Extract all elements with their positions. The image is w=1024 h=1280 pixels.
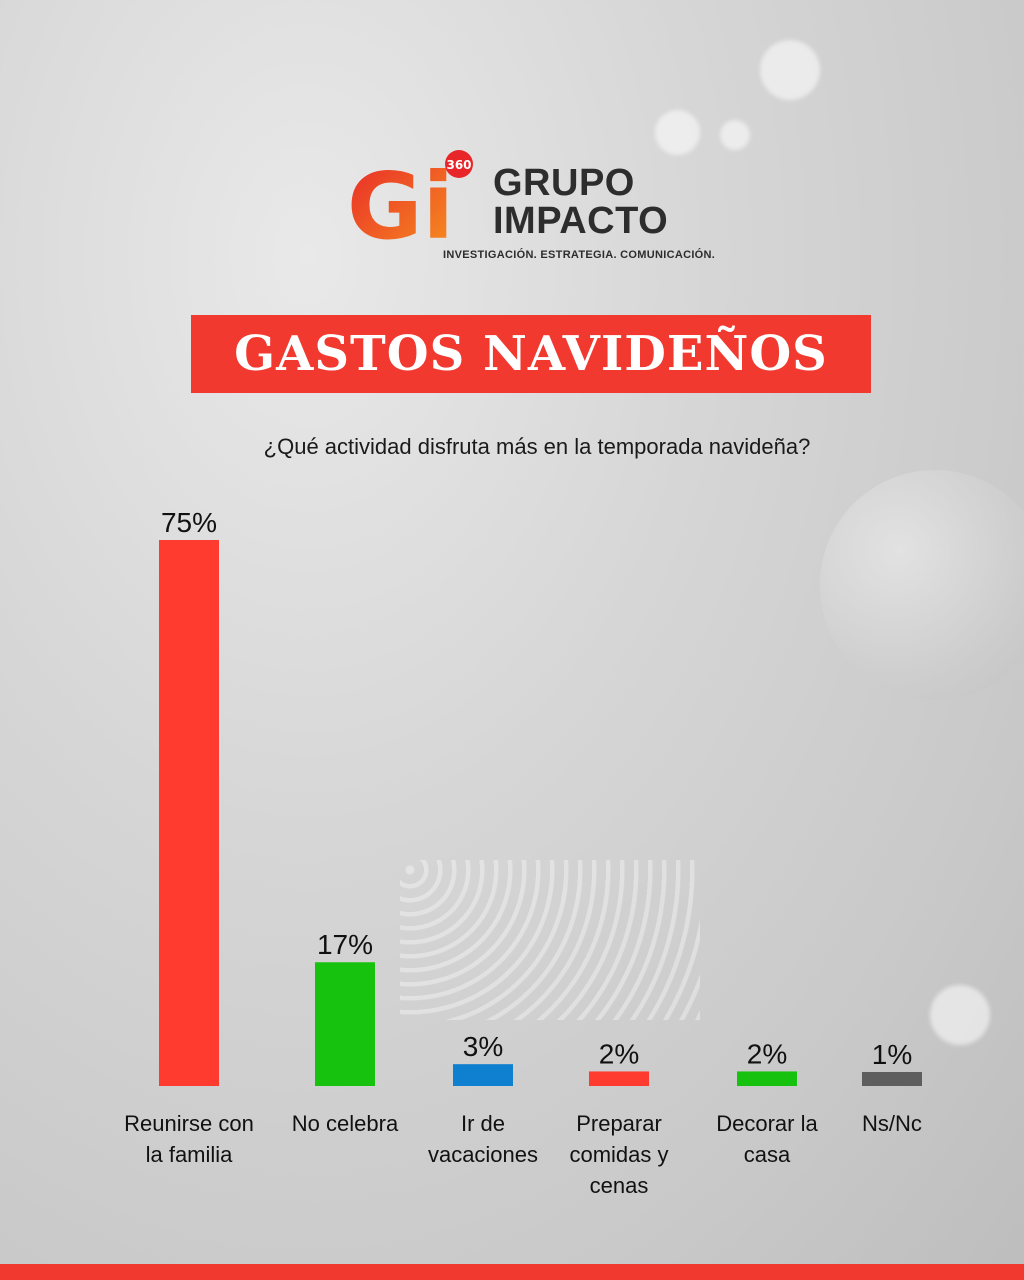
ribbon-decoration bbox=[400, 860, 700, 1020]
bar-2 bbox=[453, 1064, 513, 1086]
bar-0 bbox=[159, 540, 219, 1086]
category-label-3-0: Preparar bbox=[576, 1111, 662, 1136]
brand-name-line1: GRUPO bbox=[493, 162, 635, 204]
bar-3 bbox=[589, 1071, 649, 1086]
bar-5 bbox=[862, 1072, 922, 1086]
brand-tagline: INVESTIGACIÓN. ESTRATEGIA. COMUNICACIÓN. bbox=[443, 249, 716, 261]
value-label-5: 1% bbox=[872, 1039, 912, 1070]
question-text: ¿Qué actividad disfruta más en la tempor… bbox=[263, 434, 811, 459]
category-label-1-0: No celebra bbox=[292, 1111, 399, 1136]
category-label-5-0: Ns/Nc bbox=[862, 1111, 922, 1136]
page-title: GASTOS NAVIDEÑOS bbox=[234, 326, 828, 382]
category-label-0-1: la familia bbox=[146, 1142, 234, 1167]
value-label-2: 3% bbox=[463, 1031, 503, 1062]
brand-logo: Gi 360 GRUPO IMPACTO INVESTIGACIÓN. ESTR… bbox=[345, 150, 725, 265]
value-label-3: 2% bbox=[599, 1038, 639, 1069]
value-label-4: 2% bbox=[747, 1038, 787, 1069]
category-label-3-2: cenas bbox=[590, 1173, 649, 1198]
category-label-3-1: comidas y bbox=[569, 1142, 668, 1167]
survey-question: ¿Qué actividad disfruta más en la tempor… bbox=[0, 434, 1024, 460]
logo-mark-text: Gi bbox=[347, 153, 454, 250]
category-label-4-1: casa bbox=[744, 1142, 791, 1167]
brand-name-line2: IMPACTO bbox=[493, 200, 669, 242]
logo-mark-icon: Gi 360 bbox=[347, 150, 473, 250]
category-label-2-1: vacaciones bbox=[428, 1142, 538, 1167]
bar-1 bbox=[315, 962, 375, 1086]
value-label-0: 75% bbox=[161, 507, 217, 538]
logo-badge: 360 bbox=[446, 158, 471, 172]
category-label-0-0: Reunirse con bbox=[124, 1111, 254, 1136]
footer-bar bbox=[0, 1264, 1024, 1280]
category-label-2-0: Ir de bbox=[461, 1111, 505, 1136]
category-label-4-0: Decorar la bbox=[716, 1111, 818, 1136]
ornament-decoration bbox=[820, 470, 1024, 700]
bar-4 bbox=[737, 1071, 797, 1086]
value-label-1: 17% bbox=[317, 929, 373, 960]
title-banner: GASTOS NAVIDEÑOS bbox=[191, 315, 871, 393]
